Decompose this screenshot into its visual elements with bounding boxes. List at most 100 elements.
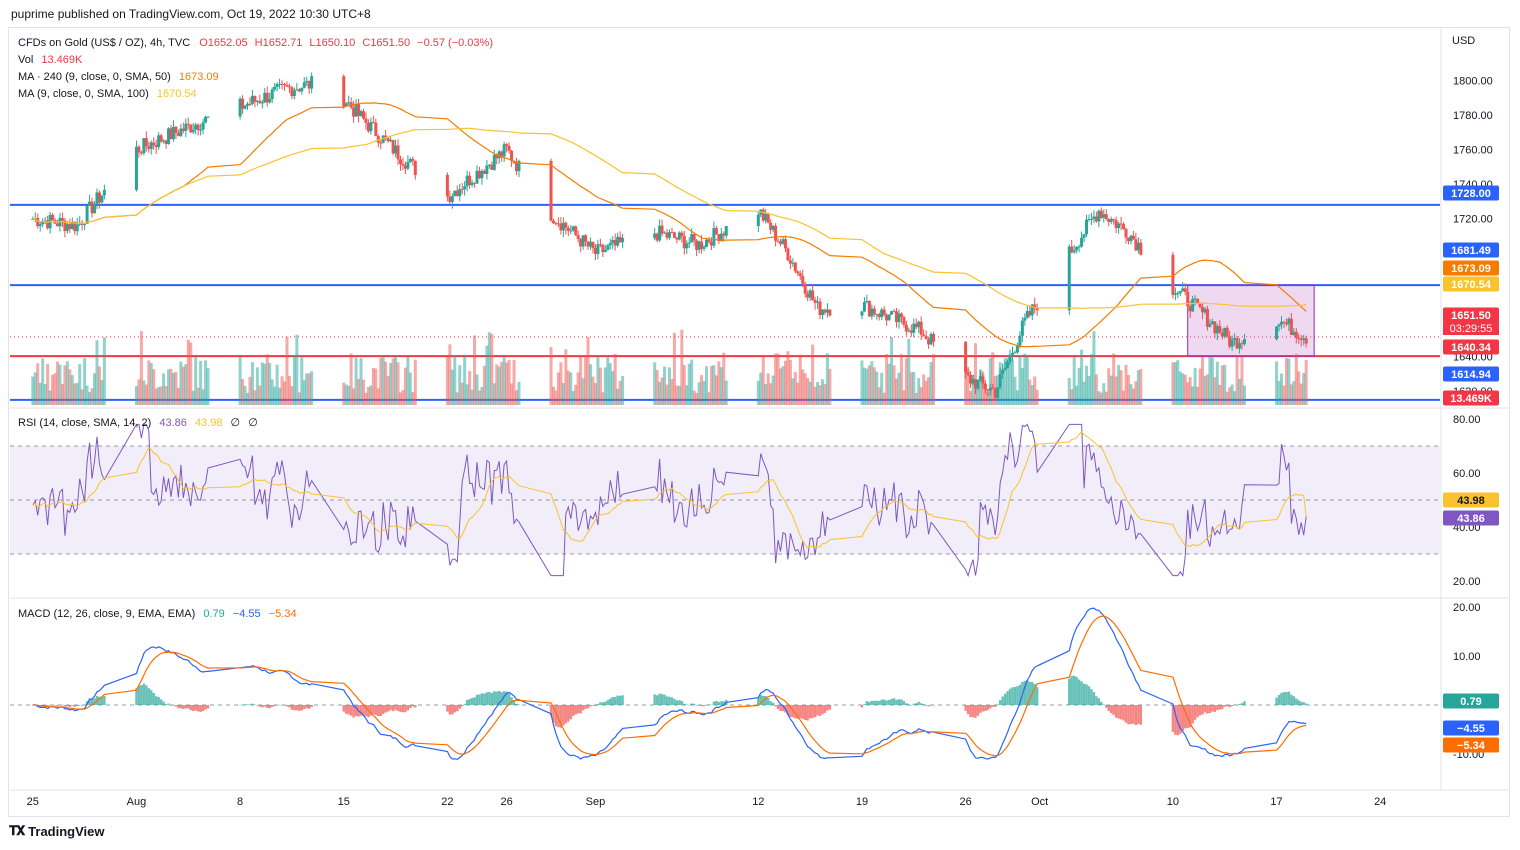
rsi-sma-line bbox=[32, 431, 1307, 549]
candle-body bbox=[46, 220, 50, 229]
candle-body bbox=[359, 111, 363, 116]
candle-body bbox=[897, 313, 901, 323]
macd-histogram-bar bbox=[396, 705, 400, 711]
volume-bar bbox=[1102, 383, 1106, 405]
legend-macd-signal: −5.34 bbox=[269, 608, 297, 620]
candle-body bbox=[1070, 246, 1074, 253]
volume-bar bbox=[667, 367, 671, 405]
legend-open: O1652.05 bbox=[199, 37, 247, 49]
candle-body bbox=[1289, 318, 1293, 335]
macd-histogram-bar bbox=[1112, 705, 1115, 715]
volume-bar bbox=[167, 369, 171, 405]
macd-histogram-bar bbox=[870, 700, 874, 705]
candle-body bbox=[1208, 324, 1212, 327]
volume-bar bbox=[722, 352, 726, 405]
macd-histogram-bar bbox=[1095, 696, 1098, 705]
volume-bar bbox=[263, 363, 267, 405]
volume-bar bbox=[90, 388, 94, 405]
macd-histogram-bar bbox=[616, 695, 619, 705]
candle-body bbox=[510, 150, 514, 161]
macd-histogram-bar bbox=[490, 692, 494, 705]
candle-body bbox=[1131, 235, 1135, 240]
macd-histogram-bar bbox=[505, 691, 508, 705]
macd-histogram-bar bbox=[290, 705, 294, 710]
volume-bar bbox=[803, 373, 807, 405]
candle-body bbox=[1124, 228, 1128, 238]
volume-bar bbox=[1173, 362, 1177, 405]
macd-histogram-bar bbox=[288, 705, 291, 708]
grid bbox=[10, 28, 1510, 791]
candle-body bbox=[305, 80, 309, 83]
macd-histogram-bar bbox=[275, 705, 279, 706]
macd-histogram-bar bbox=[658, 693, 661, 705]
macd-histogram-bar bbox=[1211, 705, 1214, 712]
volume-bar bbox=[919, 387, 923, 405]
candle-body bbox=[1299, 338, 1303, 340]
candle-body bbox=[191, 129, 195, 133]
volume-bar bbox=[204, 360, 208, 405]
macd-histogram-bar bbox=[285, 705, 289, 707]
macd-histogram-bar bbox=[485, 692, 489, 705]
candle-body bbox=[690, 234, 694, 243]
macd-histogram-bar bbox=[917, 701, 920, 705]
volume-bar bbox=[771, 375, 775, 405]
macd-histogram-bar bbox=[683, 703, 686, 705]
candle-body bbox=[966, 372, 970, 375]
candle-body bbox=[781, 239, 785, 244]
candle-body bbox=[381, 135, 385, 143]
macd-histogram-bar bbox=[1011, 687, 1014, 705]
macd-histogram-bar bbox=[1006, 691, 1009, 705]
macd-histogram-bar bbox=[1287, 691, 1291, 705]
volume-bar bbox=[157, 387, 161, 405]
volume-bar bbox=[907, 338, 911, 405]
volume-bar bbox=[1097, 391, 1101, 405]
macd-histogram-bar bbox=[1129, 705, 1133, 724]
volume-bar bbox=[73, 383, 77, 405]
candle-body bbox=[564, 222, 568, 228]
macd-histogram-bar bbox=[697, 705, 701, 706]
candle-body bbox=[692, 234, 696, 241]
candle-body bbox=[263, 92, 267, 103]
footer-brand[interactable]: 𝐓𝐗 TradingView bbox=[9, 823, 105, 839]
macd-histogram-bar bbox=[174, 705, 178, 707]
legend-ma9-value: 1670.54 bbox=[157, 88, 197, 100]
volume-bar bbox=[909, 372, 913, 405]
macd-histogram-bar bbox=[1300, 701, 1303, 705]
price-tick-label: 1780.00 bbox=[1453, 110, 1493, 122]
candle-body bbox=[204, 116, 208, 123]
macd-histogram-bar bbox=[611, 696, 614, 705]
volume-bar bbox=[287, 376, 291, 405]
candle-body bbox=[1015, 345, 1019, 353]
macd-histogram-bar bbox=[71, 705, 74, 706]
macd-histogram-bar bbox=[206, 705, 210, 709]
legend-high: H1652.71 bbox=[255, 37, 303, 49]
candle-body bbox=[453, 190, 457, 197]
volume-bar bbox=[902, 390, 906, 405]
price-badges: 1728.00 1681.49 1673.09 1670.54 1651.50 1640.… bbox=[1443, 185, 1499, 753]
volume-bar bbox=[1196, 386, 1200, 405]
candle-body bbox=[342, 76, 346, 107]
macd-histogram-bar bbox=[68, 705, 72, 707]
volume-bar bbox=[929, 362, 933, 405]
candle-body bbox=[376, 136, 380, 143]
candle-body bbox=[1097, 210, 1101, 222]
macd-histogram-bar bbox=[280, 704, 284, 706]
volume-bar bbox=[83, 358, 87, 405]
candle-body bbox=[586, 241, 590, 247]
volume-bar bbox=[584, 355, 588, 405]
volume-bar bbox=[265, 354, 269, 405]
volume-bar bbox=[1213, 377, 1217, 405]
candle-body bbox=[880, 309, 884, 318]
volume-bar bbox=[1072, 357, 1076, 405]
volume-bar bbox=[253, 390, 257, 405]
volume-bar bbox=[1015, 390, 1019, 405]
candle-body bbox=[51, 214, 55, 221]
volume-bar bbox=[885, 354, 889, 405]
volume-bar bbox=[305, 373, 309, 405]
candle-body bbox=[798, 273, 802, 277]
candle-body bbox=[991, 387, 995, 389]
volume-bar bbox=[717, 361, 721, 405]
candle-body bbox=[1025, 311, 1029, 318]
volume-bar bbox=[1085, 365, 1089, 405]
